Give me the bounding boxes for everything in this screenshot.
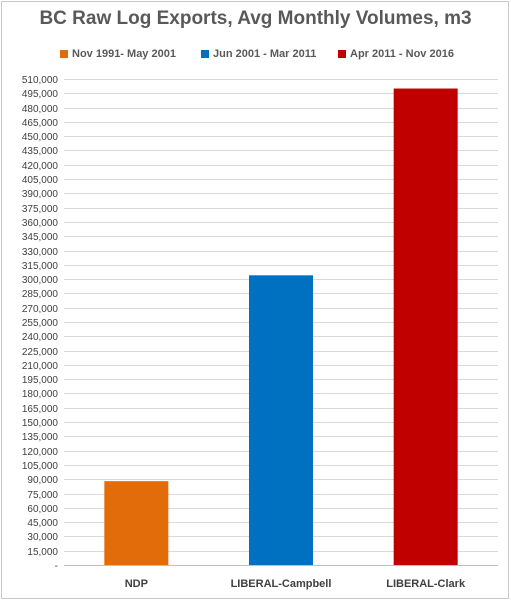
y-tick-label: 330,000 bbox=[22, 247, 59, 258]
y-tick-label: 450,000 bbox=[22, 132, 59, 143]
y-tick-label: 225,000 bbox=[22, 347, 59, 358]
y-tick-label: 495,000 bbox=[22, 89, 59, 100]
x-category-label: LIBERAL-Campbell bbox=[231, 578, 332, 590]
y-tick-label: 60,000 bbox=[27, 504, 58, 515]
y-tick-label: 270,000 bbox=[22, 304, 59, 315]
y-tick-label: 240,000 bbox=[22, 332, 59, 343]
y-tick-label: 180,000 bbox=[22, 389, 59, 400]
y-tick-label: 480,000 bbox=[22, 104, 59, 115]
legend-item-2: Jun 2001 - Mar 2011 bbox=[201, 46, 316, 62]
legend-item-3: Apr 2011 - Nov 2016 bbox=[338, 46, 454, 62]
y-tick-label: 195,000 bbox=[22, 375, 59, 386]
legend-label-2: Jun 2001 - Mar 2011 bbox=[213, 48, 317, 60]
bar-ndp bbox=[104, 481, 169, 565]
y-tick-label: 435,000 bbox=[22, 146, 59, 157]
y-tick-label: 420,000 bbox=[22, 161, 59, 172]
y-tick-label: - bbox=[55, 561, 58, 572]
y-tick-label: 210,000 bbox=[22, 361, 59, 372]
y-tick-label: 510,000 bbox=[22, 75, 59, 86]
y-tick-label: 375,000 bbox=[22, 204, 59, 215]
legend-item-1: Nov 1991- May 2001 bbox=[60, 46, 176, 62]
y-tick-label: 465,000 bbox=[22, 118, 59, 129]
legend-swatch-2 bbox=[201, 50, 209, 58]
legend-swatch-1 bbox=[60, 50, 68, 58]
legend-swatch-3 bbox=[338, 50, 346, 58]
bar-liberal-campbell bbox=[249, 275, 313, 565]
y-tick-label: 15,000 bbox=[27, 547, 58, 558]
y-tick-label: 75,000 bbox=[27, 490, 58, 501]
chart-title: BC Raw Log Exports, Avg Monthly Volumes,… bbox=[39, 8, 472, 29]
y-tick-label: 300,000 bbox=[22, 275, 59, 286]
y-tick-label: 345,000 bbox=[22, 232, 59, 243]
y-tick-label: 30,000 bbox=[27, 532, 58, 543]
y-tick-label: 315,000 bbox=[22, 261, 59, 272]
y-tick-label: 150,000 bbox=[22, 418, 59, 429]
y-tick-label: 135,000 bbox=[22, 432, 59, 443]
y-tick-label: 90,000 bbox=[27, 475, 58, 486]
y-tick-label: 360,000 bbox=[22, 218, 59, 229]
y-tick-label: 45,000 bbox=[27, 518, 58, 529]
x-category-label: NDP bbox=[125, 578, 148, 590]
y-tick-label: 165,000 bbox=[22, 404, 59, 415]
legend-label-3: Apr 2011 - Nov 2016 bbox=[350, 48, 454, 60]
y-tick-label: 390,000 bbox=[22, 189, 59, 200]
x-category-label: LIBERAL-Clark bbox=[386, 578, 466, 590]
chart-legend: Nov 1991- May 2001 Jun 2001 - Mar 2011 A… bbox=[0, 46, 511, 62]
y-tick-label: 285,000 bbox=[22, 289, 59, 300]
bar-liberal-clark bbox=[393, 88, 458, 565]
y-tick-label: 105,000 bbox=[22, 461, 59, 472]
y-tick-label: 120,000 bbox=[22, 447, 59, 458]
y-tick-label: 405,000 bbox=[22, 175, 59, 186]
legend-label-1: Nov 1991- May 2001 bbox=[72, 48, 176, 60]
y-tick-label: 255,000 bbox=[22, 318, 59, 329]
